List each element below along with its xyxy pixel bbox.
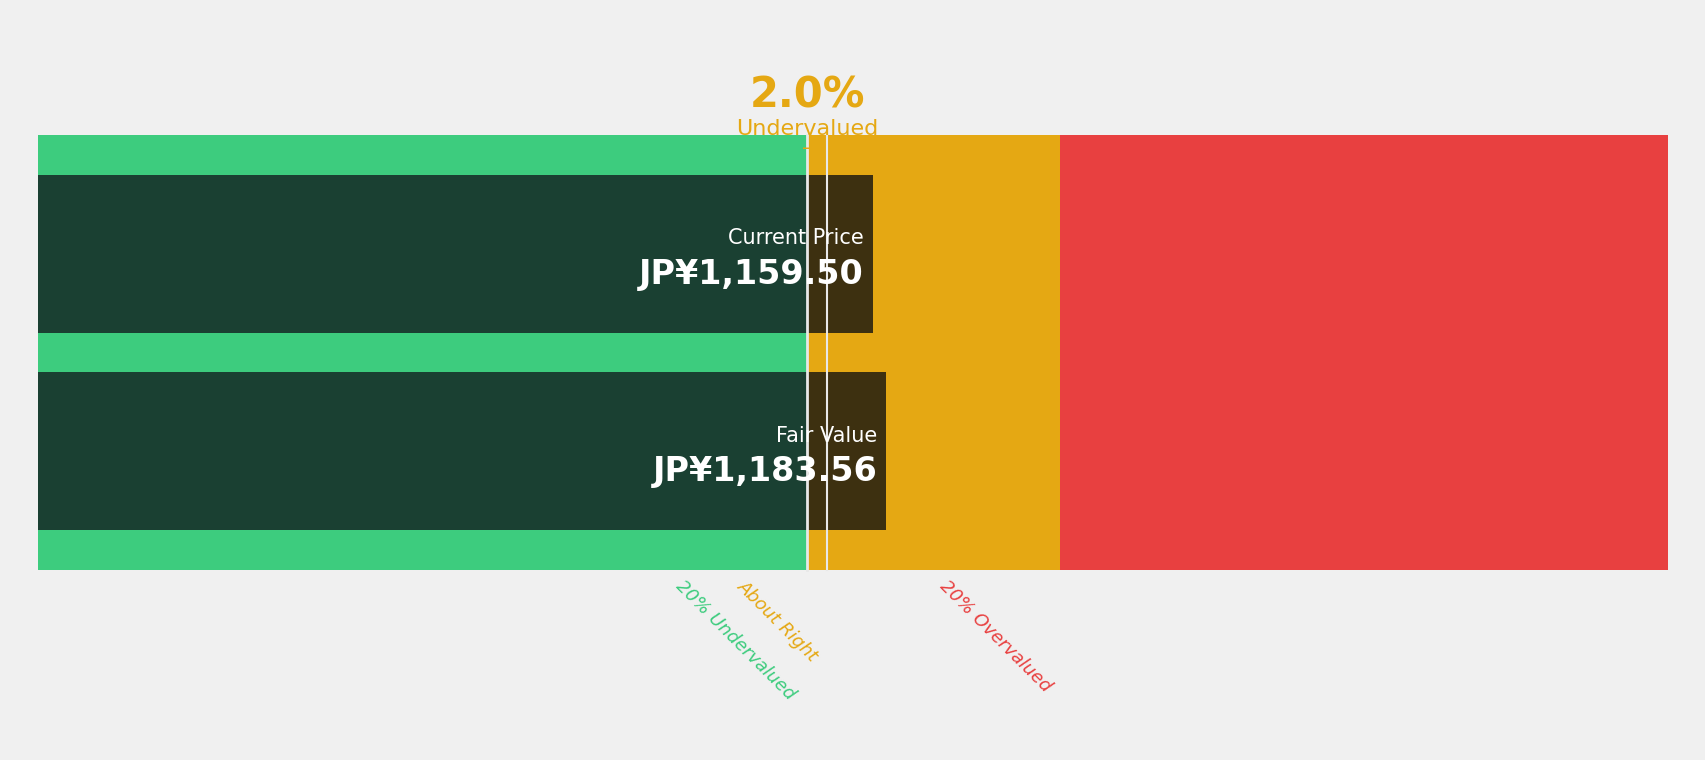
Text: Fair Value: Fair Value	[776, 426, 876, 445]
Text: About Right: About Right	[733, 578, 822, 665]
Text: 2.0%: 2.0%	[748, 74, 864, 116]
Text: –: –	[801, 138, 812, 157]
Text: JP¥1,183.56: JP¥1,183.56	[651, 455, 876, 489]
Text: 20% Overvalued: 20% Overvalued	[936, 578, 1054, 696]
Text: JP¥1,159.50: JP¥1,159.50	[639, 258, 863, 291]
Text: 20% Undervalued: 20% Undervalued	[672, 578, 798, 704]
Text: Current Price: Current Price	[728, 228, 863, 248]
Text: Undervalued: Undervalued	[737, 119, 878, 139]
